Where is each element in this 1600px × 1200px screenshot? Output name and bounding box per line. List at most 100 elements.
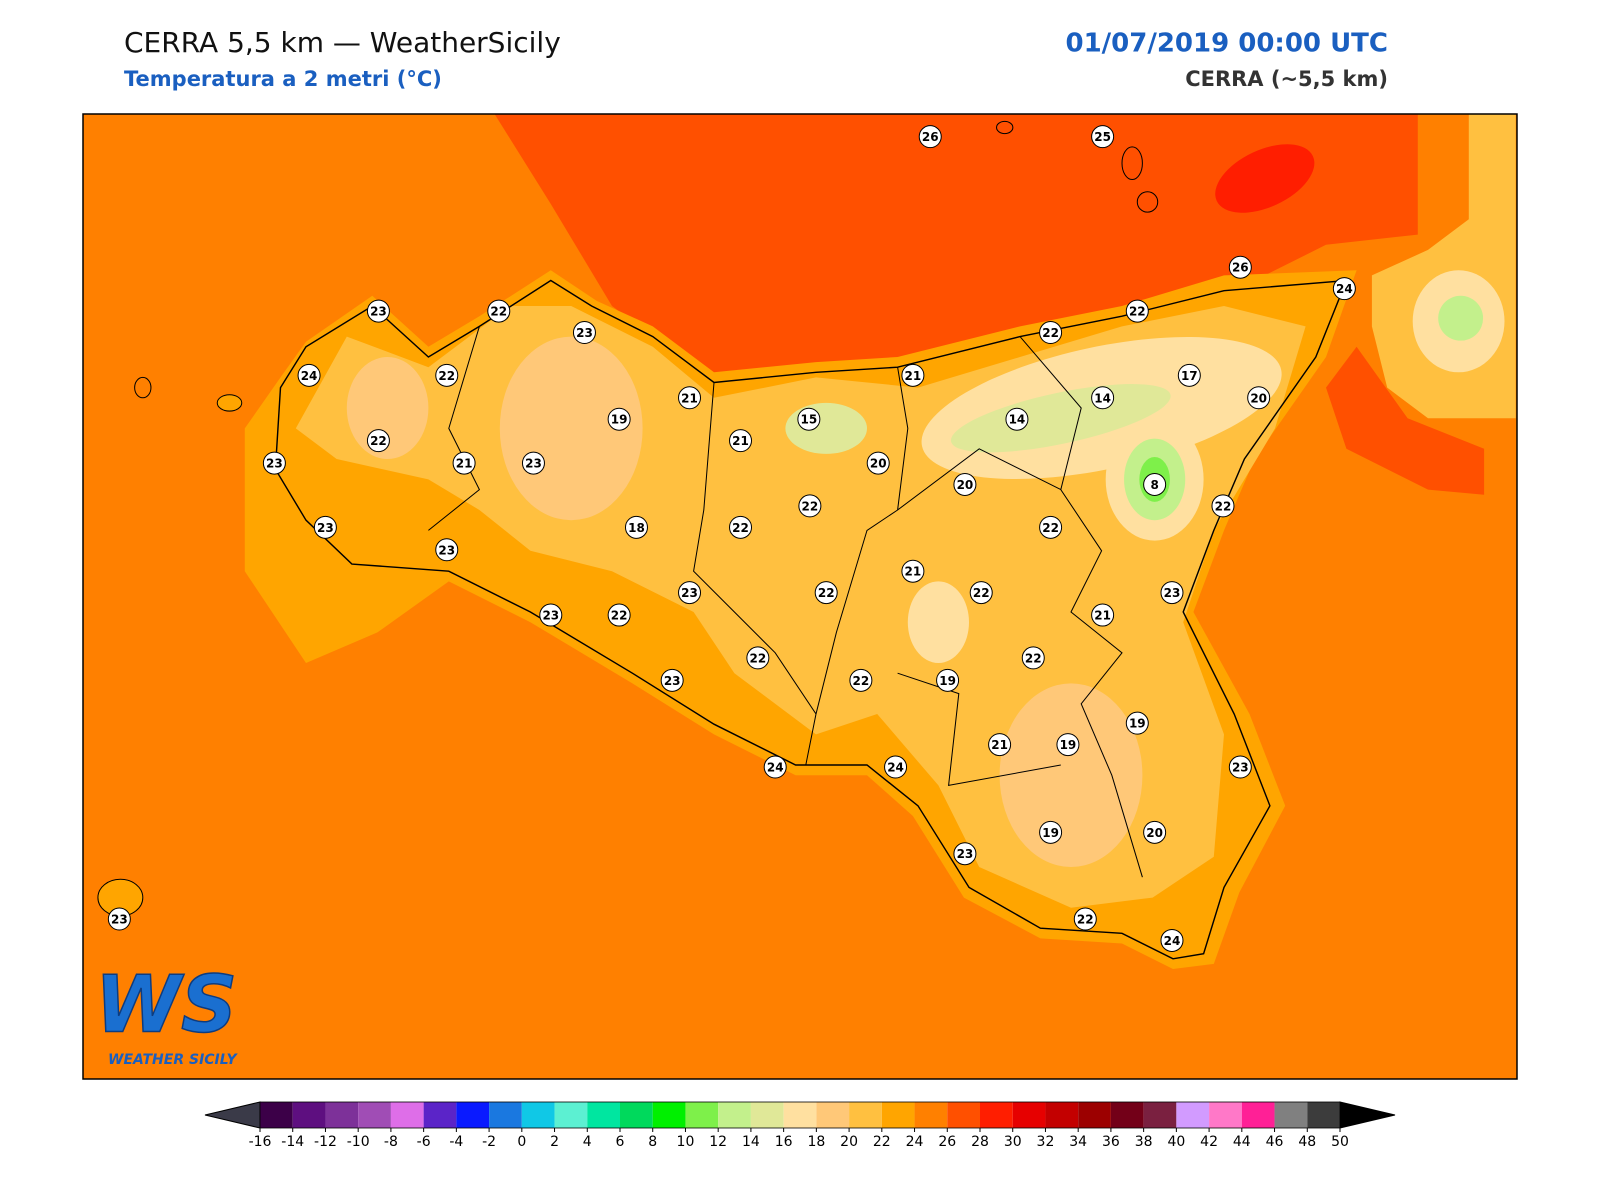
station-marker — [1228, 255, 1252, 279]
station-marker — [729, 429, 753, 453]
stations: 26 25 26 24 23 22 23 22 22 24 22 21 17 20 21 19 15 14 14 22… — [107, 125, 1356, 952]
colorbar-segment — [554, 1102, 588, 1128]
colorbar-segment — [292, 1102, 326, 1128]
station-value: 23 — [957, 847, 974, 861]
colorbar-tick-label: 10 — [677, 1134, 695, 1150]
station-value: 23 — [542, 609, 559, 623]
station-value: 22 — [973, 586, 990, 600]
station-value: 22 — [802, 499, 819, 513]
station-marker — [107, 907, 131, 931]
station-value: 19 — [611, 413, 628, 427]
station-marker — [1091, 386, 1115, 410]
station-value: 23 — [266, 457, 283, 471]
colorbar-segment — [587, 1102, 620, 1128]
station-marker — [262, 451, 286, 475]
colorbar-tick-label: -10 — [347, 1134, 370, 1150]
station-marker — [901, 559, 925, 583]
colorbar-segment — [1274, 1102, 1308, 1128]
station-marker — [1125, 299, 1149, 323]
colorbar-segment — [914, 1102, 948, 1128]
colorbar: -16 -14 -12 -10 -8 -6 -4 -2 0 2 4 6 8 10 12 14 16 18 20 22 2… — [204, 1101, 1396, 1150]
station-value: 23 — [525, 457, 542, 471]
station-marker — [1143, 820, 1167, 844]
logo: WS WEATHER SICILY — [94, 960, 239, 1068]
station-value: 24 — [301, 369, 318, 383]
station-value: 22 — [490, 305, 507, 319]
station-marker — [918, 125, 942, 149]
station-marker — [624, 515, 648, 539]
station-marker — [797, 407, 821, 431]
station-value: 24 — [767, 761, 784, 775]
station-value: 22 — [818, 586, 835, 600]
station-value: 23 — [576, 326, 593, 340]
station-marker — [1211, 494, 1235, 518]
station-marker — [521, 451, 545, 475]
station-marker — [297, 363, 321, 387]
station-marker — [1091, 603, 1115, 627]
colorbar-tick-label: 34 — [1069, 1134, 1087, 1150]
colorbar-tick-label: -12 — [314, 1134, 337, 1150]
colorbar-segment — [1045, 1102, 1079, 1128]
station-value: 19 — [1129, 717, 1146, 731]
station-value: 23 — [370, 305, 387, 319]
station-value: 21 — [732, 434, 749, 448]
station-value: 23 — [1232, 761, 1249, 775]
station-value: 22 — [750, 651, 767, 665]
station-marker — [607, 603, 631, 627]
colorbar-tick-label: 38 — [1135, 1134, 1153, 1150]
station-marker — [953, 842, 977, 866]
colorbar-tick-label: 32 — [1037, 1134, 1055, 1150]
station-value: 20 — [957, 478, 974, 492]
station-marker — [452, 451, 476, 475]
station-marker — [763, 755, 787, 779]
station-marker — [660, 668, 684, 692]
colorbar-segment — [521, 1102, 555, 1128]
colorbar-segment — [881, 1102, 915, 1128]
madonie — [785, 402, 867, 454]
station-marker — [849, 668, 873, 692]
colorbar-frame — [259, 1101, 1341, 1129]
station-value: 22 — [438, 369, 455, 383]
colorbar-segment — [1176, 1102, 1210, 1128]
station-marker — [1332, 277, 1356, 301]
colorbar-segment — [947, 1102, 980, 1128]
station-value: 19 — [1042, 826, 1059, 840]
colorbar-tick-label: -8 — [384, 1134, 398, 1150]
colorbar-tick-label: 36 — [1102, 1134, 1120, 1150]
colorbar-segment — [816, 1102, 850, 1128]
station-marker — [969, 581, 993, 605]
station-marker — [798, 494, 822, 518]
station-marker — [866, 451, 890, 475]
colorbar-segment — [1209, 1102, 1242, 1128]
colorbar-segment — [620, 1102, 653, 1128]
station-value: 20 — [1146, 826, 1163, 840]
station-value: 14 — [1009, 413, 1026, 427]
station-value: 24 — [1336, 282, 1353, 296]
hot-patch — [1215, 144, 1315, 213]
colorbar-segment — [1110, 1102, 1144, 1128]
station-value: 8 — [1150, 478, 1158, 492]
station-marker — [435, 363, 459, 387]
colorbar-segment — [750, 1102, 784, 1128]
station-marker — [953, 473, 977, 496]
station-value: 20 — [1250, 391, 1267, 405]
island — [134, 376, 152, 399]
colorbar-tick-label: 18 — [807, 1134, 825, 1150]
colorbar-tick-label: 4 — [583, 1134, 592, 1150]
station-value: 21 — [905, 369, 922, 383]
station-marker — [572, 321, 596, 345]
land-cool — [999, 683, 1143, 867]
colorbar-segment — [849, 1102, 882, 1128]
station-marker — [366, 299, 390, 323]
station-marker — [678, 581, 702, 605]
land-cold — [907, 581, 969, 663]
station-value: 23 — [681, 586, 698, 600]
station-marker — [1039, 515, 1063, 539]
logo-name: WEATHER SICILY — [108, 1052, 239, 1068]
station-value: 26 — [922, 130, 939, 144]
warm-sea — [1326, 346, 1485, 495]
subtitle: Temperatura a 2 metri (°C) — [124, 67, 442, 91]
coastline — [274, 279, 1348, 960]
colorbar-segment — [489, 1102, 522, 1128]
island — [1136, 191, 1159, 213]
